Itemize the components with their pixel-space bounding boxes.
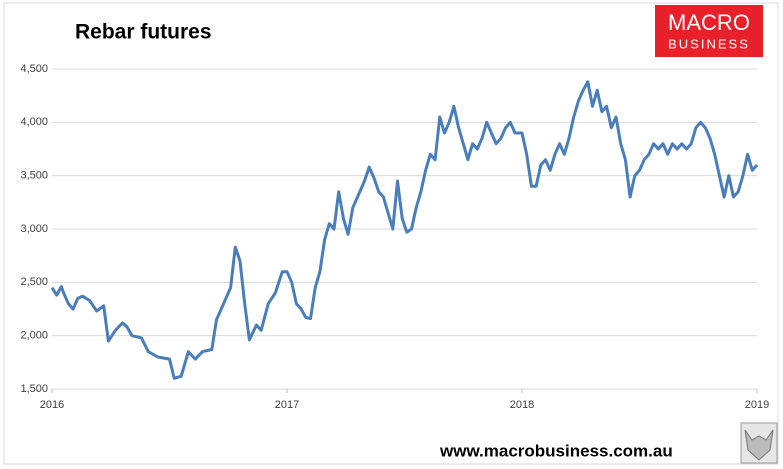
y-tick-label: 3,500 [20,170,48,182]
y-tick-label: 2,000 [20,330,48,342]
x-tick-label: 2019 [745,399,769,411]
footer-url: www.macrobusiness.com.au [439,441,673,460]
logo-line1: MACRO [668,10,750,35]
x-tick-label: 2016 [40,399,64,411]
logo-line2: BUSINESS [668,36,750,51]
x-tick-label: 2018 [510,399,534,411]
logo-box [655,5,763,57]
fox-face [744,429,774,461]
y-tick-label: 4,500 [20,63,48,75]
y-tick-label: 4,000 [20,116,48,128]
series-line [50,80,759,380]
chart-border [3,2,779,465]
x-tick-label: 2017 [275,399,299,411]
y-tick-label: 3,000 [20,223,48,235]
y-tick-label: 1,500 [20,383,48,395]
y-tick-label: 2,500 [20,276,48,288]
chart-title: Rebar futures [75,21,212,44]
